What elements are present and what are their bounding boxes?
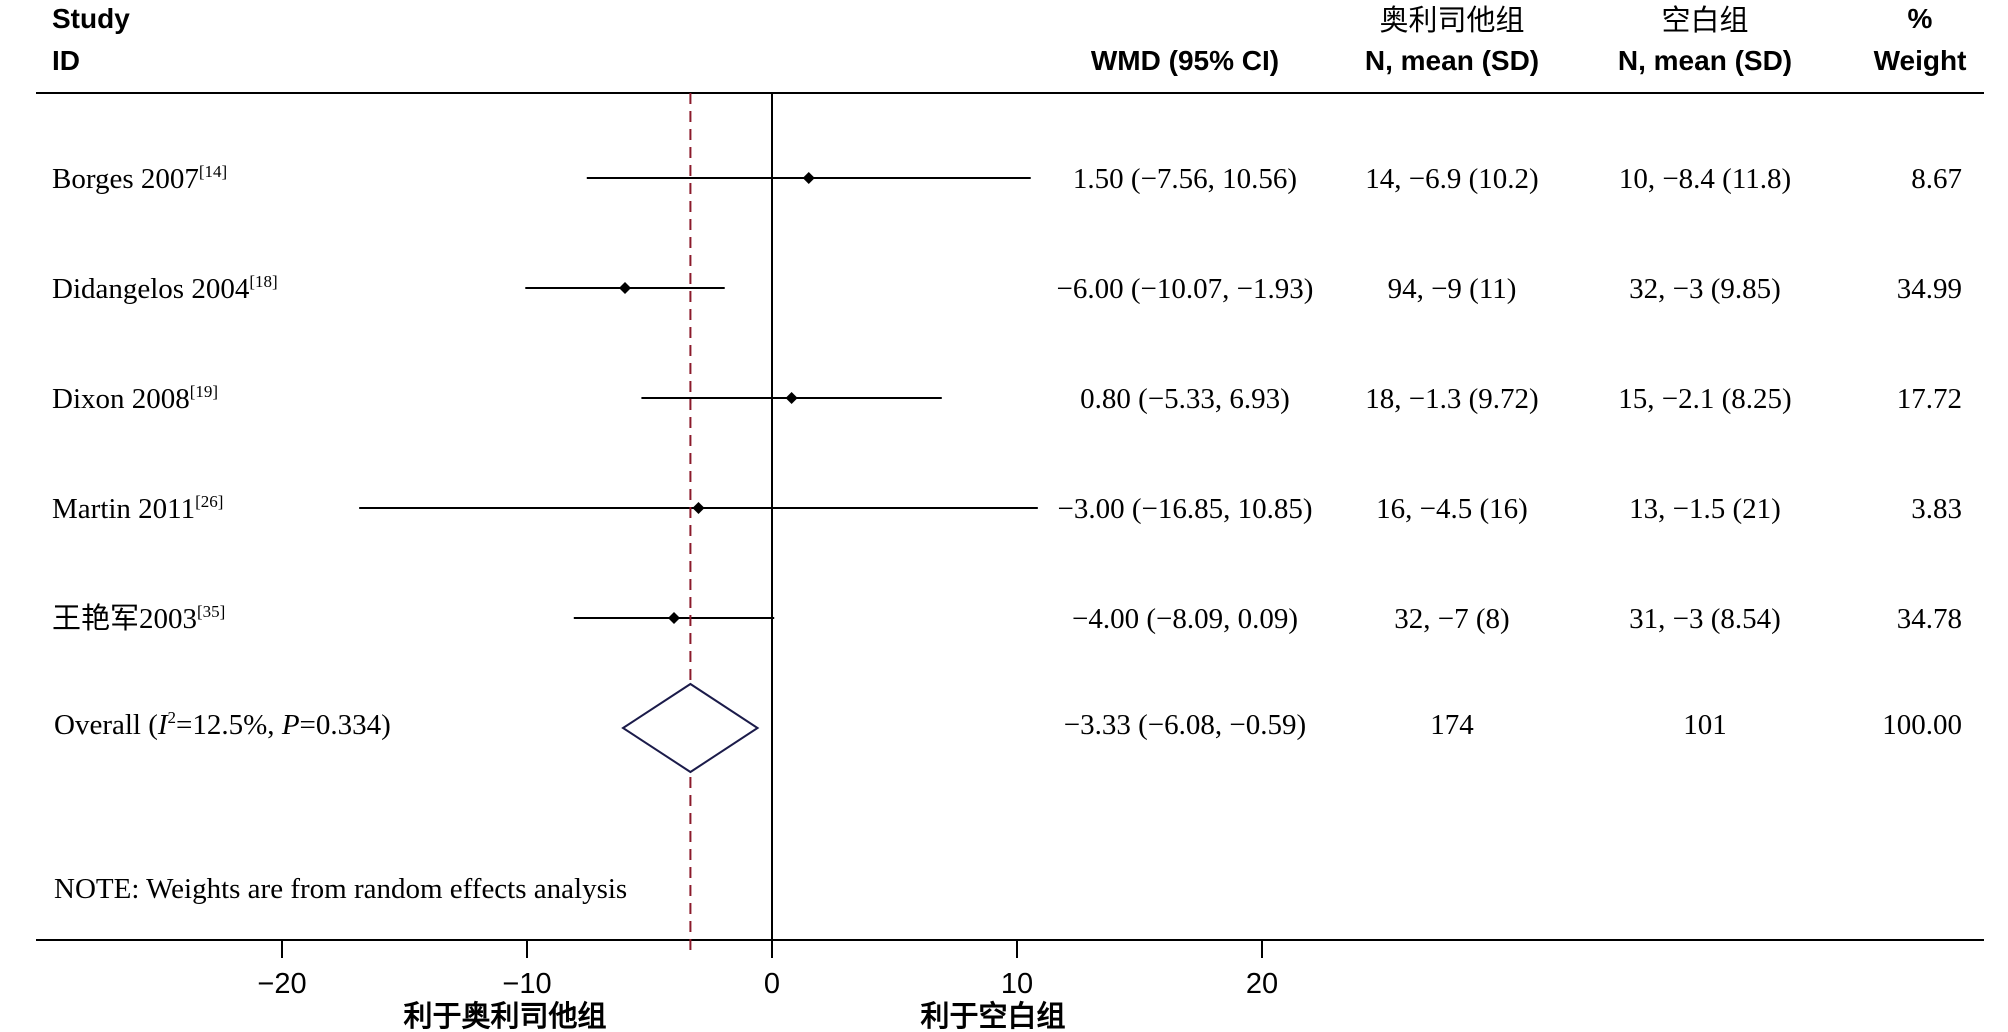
header-group2-name: 空白组 [1661, 3, 1748, 37]
overall-group2: 101 [1683, 709, 1727, 741]
study-effect: −6.00 (−10.07, −1.93) [1057, 273, 1314, 305]
overall-label: Overall (I2=12.5%, P=0.334) [54, 708, 391, 741]
study-ref: [19] [190, 382, 218, 401]
study-ref: [26] [195, 492, 223, 511]
study-weight: 17.72 [1897, 383, 1962, 415]
study-group2: 32, −3 (9.85) [1629, 273, 1781, 305]
study-group2: 15, −2.1 (8.25) [1618, 383, 1791, 415]
study-effect: 1.50 (−7.56, 10.56) [1073, 163, 1297, 195]
study-effect: −3.00 (−16.85, 10.85) [1057, 493, 1312, 525]
study-name: Martin 2011 [52, 493, 195, 525]
study-name: 王艳军2003 [52, 602, 197, 635]
header-weight: Weight [1874, 45, 1967, 76]
point-estimate [692, 502, 705, 514]
point-estimate [785, 392, 798, 404]
study-weight: 3.83 [1911, 493, 1962, 525]
overall-i2-value: =12.5%, [176, 709, 282, 741]
note-text: NOTE: Weights are from random effects an… [54, 873, 627, 905]
study-effect: −4.00 (−8.09, 0.09) [1072, 603, 1298, 635]
header-weight-pct: % [1908, 3, 1933, 34]
study-group1: 14, −6.9 (10.2) [1365, 163, 1538, 195]
study-ref: [18] [249, 272, 277, 291]
overall-group1: 174 [1430, 709, 1474, 741]
study-group2: 31, −3 (8.54) [1629, 603, 1781, 635]
study-rows: Borges 2007[14] 1.50 (−7.56, 10.56) 14, −6… [52, 162, 1962, 635]
overall-label-prefix: Overall ( [54, 709, 158, 741]
study-name: Borges 2007 [52, 163, 199, 195]
study-group1: 18, −1.3 (9.72) [1365, 383, 1538, 415]
study-name: Dixon 2008 [52, 383, 190, 415]
overall-i2-symbol: I [157, 709, 169, 741]
study-label: 王艳军2003[35] [52, 602, 225, 635]
study-label: Didangelos 2004[18] [52, 272, 278, 305]
x-axis: −20 −10 0 10 20 [257, 940, 1278, 1000]
favors-right-label: 利于空白组 [920, 999, 1065, 1032]
header-group2-sub: N, mean (SD) [1618, 45, 1792, 76]
study-group1: 32, −7 (8) [1394, 603, 1509, 635]
header-group1-sub: N, mean (SD) [1365, 45, 1539, 76]
study-ref: [14] [199, 162, 227, 181]
header-wmd: WMD (95% CI) [1091, 45, 1279, 76]
header-group1-name: 奥利司他组 [1379, 3, 1524, 37]
overall-i2-sup: 2 [168, 708, 177, 727]
overall-p-symbol: P [281, 709, 300, 741]
study-label: Borges 2007[14] [52, 162, 227, 195]
x-tick-label: 20 [1246, 968, 1278, 1000]
study-weight: 8.67 [1911, 163, 1962, 195]
study-group2: 13, −1.5 (21) [1629, 493, 1781, 525]
x-tick-label: 10 [1001, 968, 1033, 1000]
study-name: Didangelos 2004 [52, 273, 250, 305]
overall-diamond [621, 682, 760, 774]
study-ref: [35] [197, 602, 225, 621]
study-effect: 0.80 (−5.33, 6.93) [1080, 383, 1290, 415]
study-group2: 10, −8.4 (11.8) [1619, 163, 1791, 195]
point-estimate [619, 282, 631, 294]
header-study: Study [52, 3, 130, 34]
overall-p-value: =0.334) [300, 709, 391, 741]
study-weight: 34.99 [1897, 273, 1962, 305]
point-estimate [668, 612, 680, 624]
study-group1: 94, −9 (11) [1388, 273, 1517, 305]
study-label: Dixon 2008[19] [52, 382, 218, 415]
point-estimate [802, 172, 815, 184]
study-group1: 16, −4.5 (16) [1376, 493, 1528, 525]
x-tick-label: 0 [764, 968, 780, 1000]
overall-weight: 100.00 [1882, 709, 1962, 741]
study-label: Martin 2011[26] [52, 492, 223, 525]
x-tick-label: −10 [502, 968, 551, 1000]
study-weight: 34.78 [1897, 603, 1962, 635]
header-id: ID [52, 45, 80, 76]
x-tick-label: −20 [257, 968, 306, 1000]
overall-effect: −3.33 (−6.08, −0.59) [1064, 709, 1306, 741]
favors-left-label: 利于奥利司他组 [403, 999, 606, 1032]
